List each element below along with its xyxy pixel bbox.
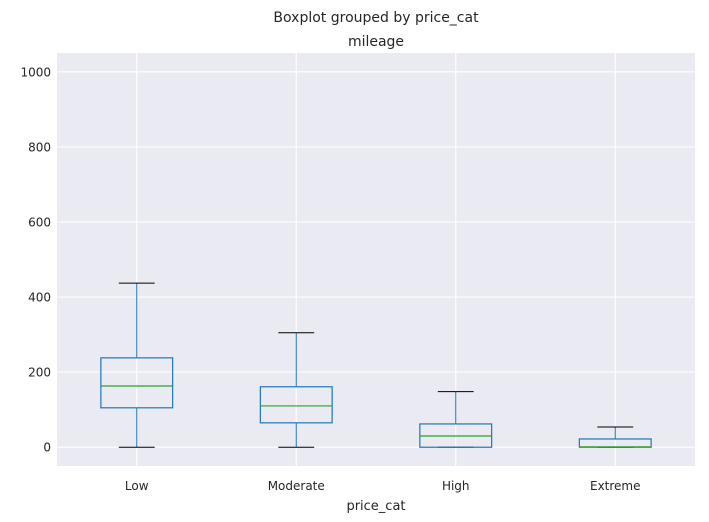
grid-lines — [57, 53, 695, 466]
y-tick-label: 0 — [43, 441, 51, 455]
boxes — [100, 282, 652, 448]
y-tick-labels: 0 200 400 600 800 1000 — [20, 65, 51, 454]
x-tick-label: High — [442, 479, 470, 493]
y-tick-label: 600 — [28, 215, 51, 229]
plot-area — [57, 53, 695, 466]
box-iqr — [259, 386, 333, 424]
x-tick-labels: Low Moderate High Extreme — [125, 479, 641, 493]
chart-suptitle: Boxplot grouped by price_cat — [273, 10, 479, 26]
y-tick-label: 400 — [28, 291, 51, 305]
x-axis-label: price_cat — [346, 499, 405, 514]
box-group — [419, 391, 493, 448]
box-group — [100, 282, 174, 448]
box-group — [578, 426, 652, 448]
x-tick-label: Low — [125, 479, 149, 493]
chart-title: mileage — [348, 34, 404, 50]
box-iqr — [100, 357, 174, 409]
x-tick-label: Extreme — [590, 479, 641, 493]
y-tick-label: 1000 — [20, 65, 51, 79]
y-tick-label: 200 — [28, 366, 51, 380]
box-group — [259, 332, 333, 448]
y-tick-label: 800 — [28, 140, 51, 154]
x-tick-label: Moderate — [268, 479, 325, 493]
